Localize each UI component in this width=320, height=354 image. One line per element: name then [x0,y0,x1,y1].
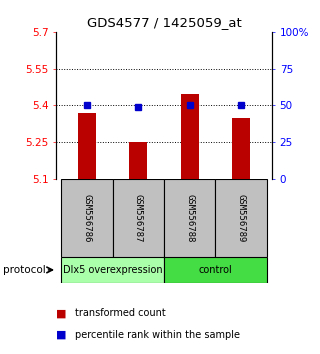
Text: control: control [198,265,232,275]
Text: transformed count: transformed count [75,308,166,318]
Bar [232,118,250,179]
Bar [129,142,147,179]
Text: ■: ■ [56,308,67,318]
Text: protocol: protocol [3,265,46,275]
Bar [164,257,267,283]
Text: percentile rank within the sample: percentile rank within the sample [75,330,240,339]
Bar [113,179,164,257]
Bar [61,179,113,257]
Bar [215,179,267,257]
Bar [164,179,215,257]
Bar [181,93,199,179]
Text: GSM556788: GSM556788 [185,194,194,242]
Text: GSM556787: GSM556787 [134,194,143,242]
Text: GSM556786: GSM556786 [82,194,91,242]
Text: GSM556789: GSM556789 [237,194,246,242]
Text: ■: ■ [56,330,67,339]
Bar [61,257,164,283]
Bar [78,113,96,179]
Text: Dlx5 overexpression: Dlx5 overexpression [63,265,162,275]
Title: GDS4577 / 1425059_at: GDS4577 / 1425059_at [87,16,241,29]
